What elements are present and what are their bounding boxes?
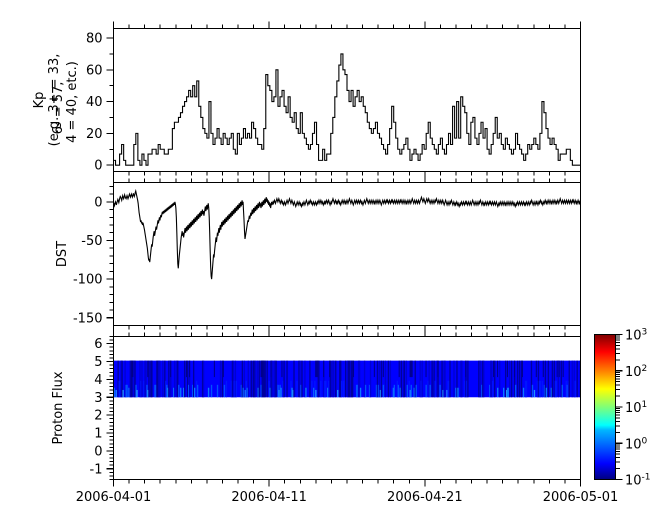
y-tick-label: 4	[94, 373, 102, 388]
dst-data-series	[113, 188, 582, 280]
kp-y-tick-labels: 0 20 40 60 80	[86, 32, 103, 174]
kp-y-ticks	[106, 37, 114, 166]
dst-y-tick-labels: 0 -50 -100 -150	[73, 195, 103, 326]
dst-y-ticks	[106, 185, 114, 319]
y-tick-label: 40	[86, 95, 103, 110]
y-tick-label: 6	[94, 337, 102, 352]
y-tick-label: 0	[94, 444, 102, 459]
kp-ylabel-line-2: 6- = 57,	[51, 82, 66, 135]
proton-flux-spectrogram	[114, 360, 580, 398]
y-tick-label: 0	[94, 159, 102, 174]
kp-ylabel-line-0: Kp	[32, 92, 47, 109]
y-tick-label: 20	[86, 127, 103, 142]
colorbar-gradient	[594, 334, 616, 480]
x-tick-label: 2006-04-01	[76, 490, 152, 505]
proton-flux-x-ticks	[112, 329, 582, 487]
y-tick-label: 60	[86, 63, 103, 78]
y-tick-label: 1	[94, 427, 102, 442]
dst-ylabel: DST	[55, 241, 70, 267]
x-tick-label: 2006-05-01	[543, 490, 619, 505]
y-tick-label: -100	[73, 273, 103, 288]
kp-panel: 0 20 40 60 80 Kp (e.g. 3+ = 33, 6- = 57, 4 =…	[32, 21, 582, 179]
kp-data-series	[113, 53, 581, 166]
colorbar-ticks	[615, 333, 623, 481]
y-tick-label: 5	[94, 355, 102, 370]
y-tick-label: -150	[73, 311, 103, 326]
kp-axis-title: Kp (e.g. 3+ = 33, 6- = 57, 4 = 40, etc.)	[32, 54, 80, 147]
x-tick-label: 2006-04-21	[387, 490, 463, 505]
proton-flux-y-ticks	[106, 336, 114, 480]
proton-flux-y-tick-labels: -1 0 1 2 3 4 5 6	[90, 337, 103, 477]
y-tick-label: 0	[94, 195, 102, 210]
colorbar-tick-label: 103	[625, 328, 647, 344]
date-axis-labels: 2006-04-01 2006-04-11 2006-04-21 2006-05-01	[76, 490, 619, 505]
y-tick-label: 80	[86, 32, 103, 47]
dst-panel: 0 -50 -100 -150 DST	[55, 175, 582, 333]
y-tick-label: 3	[94, 391, 102, 406]
x-tick-label: 2006-04-11	[231, 490, 307, 505]
proton-flux-panel: -1 0 1 2 3 4 5 6 Proton Flux	[51, 329, 582, 487]
y-tick-label: -50	[81, 234, 102, 249]
colorbar-tick-labels: 10-1 100 101 102 103	[625, 328, 651, 489]
proton-flux-plot-frame	[112, 335, 582, 481]
y-tick-label: -1	[90, 462, 103, 477]
proton-flux-ylabel: Proton Flux	[51, 371, 66, 444]
colorbar-tick-label: 10-1	[625, 473, 651, 489]
colorbar-tick-label: 102	[625, 364, 647, 380]
colorbar-tick-label: 100	[625, 436, 648, 452]
y-tick-label: 2	[94, 409, 102, 424]
colorbar-tick-label: 101	[625, 400, 647, 416]
kp-ylabel-line-3: 4 = 40, etc.)	[65, 61, 80, 143]
kp-ylabel-line-1: (e.g. 3+ = 33,	[47, 54, 62, 147]
dst-x-ticks	[112, 175, 582, 333]
kp-plot-frame	[112, 27, 582, 173]
kp-x-ticks	[112, 21, 582, 179]
proton-flux-colorbar: 10-1 100 101 102 103	[594, 328, 651, 489]
